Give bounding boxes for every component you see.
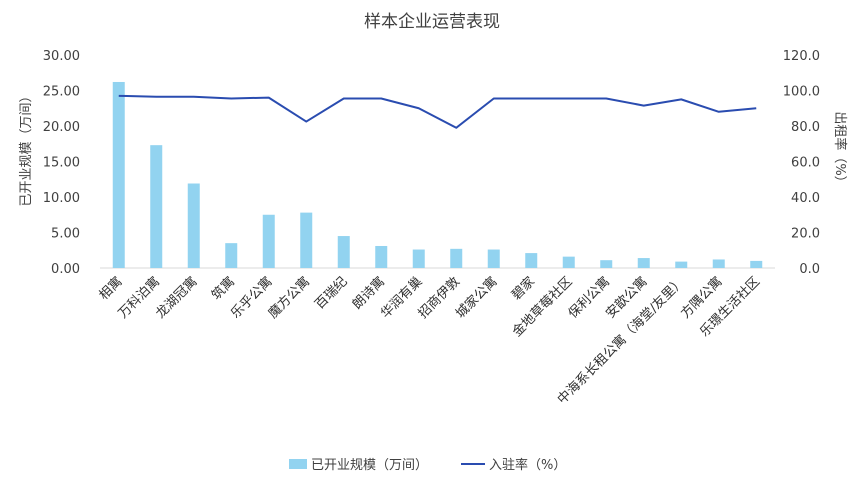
bar <box>375 245 388 268</box>
y2-tick-label: 100.0 <box>783 85 820 100</box>
category-label: 碧家 <box>508 274 538 304</box>
y2-axis-title: 出租率（%） <box>832 111 848 188</box>
bar <box>712 259 725 268</box>
legend-line-label: 入驻率（%） <box>489 457 566 473</box>
bar <box>750 260 763 268</box>
y-axis-title: 已开业规模（万间） <box>19 89 34 206</box>
y-tick-label: 30.00 <box>43 49 80 64</box>
bar <box>562 256 575 268</box>
bar-series <box>112 81 763 268</box>
legend-bar-swatch <box>289 459 307 469</box>
category-label: 龙湖冠寓 <box>152 274 200 322</box>
bar <box>637 258 650 268</box>
y2-tick-label: 80.0 <box>791 120 820 135</box>
bar <box>525 253 538 268</box>
category-label: 百瑞纪 <box>312 274 350 312</box>
category-label: 城家公寓 <box>452 274 500 322</box>
right-axis: 0.0 20.0 40.0 60.0 80.0 100.0 120.0 <box>783 49 820 277</box>
chart-title: 样本企业运营表现 <box>364 12 500 32</box>
bar <box>600 260 613 268</box>
y2-tick-label: 40.0 <box>791 191 820 206</box>
legend: 已开业规模（万间） 入驻率（%） <box>289 457 566 473</box>
y-tick-label: 10.00 <box>43 191 80 206</box>
y2-tick-label: 120.0 <box>783 49 820 64</box>
bar <box>150 145 163 268</box>
y2-tick-label: 0.0 <box>799 262 820 277</box>
y2-tick-label: 60.0 <box>791 156 820 171</box>
bar <box>187 183 200 268</box>
bar <box>675 261 688 268</box>
bar <box>262 214 275 268</box>
category-label: 筑寓 <box>208 274 238 304</box>
left-axis: 0.00 5.00 10.00 15.00 20.00 25.00 30.00 <box>43 49 80 277</box>
occupancy-line <box>118 94 757 129</box>
bar <box>225 243 238 268</box>
bar <box>337 236 350 268</box>
y2-tick-label: 20.0 <box>791 227 820 242</box>
category-label: 魔方公寓 <box>265 274 313 322</box>
category-label: 相寓 <box>96 274 126 304</box>
line-series <box>118 94 757 129</box>
bar <box>487 249 500 268</box>
y-tick-label: 0.00 <box>51 262 80 277</box>
y-tick-label: 20.00 <box>43 120 80 135</box>
bar <box>412 249 425 268</box>
bar <box>450 248 463 268</box>
y-tick-label: 25.00 <box>43 85 80 100</box>
legend-bar-label: 已开业规模（万间） <box>311 458 428 473</box>
y-tick-label: 5.00 <box>51 227 80 242</box>
bar <box>112 81 125 268</box>
bar <box>300 212 313 268</box>
y-tick-label: 15.00 <box>43 156 80 171</box>
